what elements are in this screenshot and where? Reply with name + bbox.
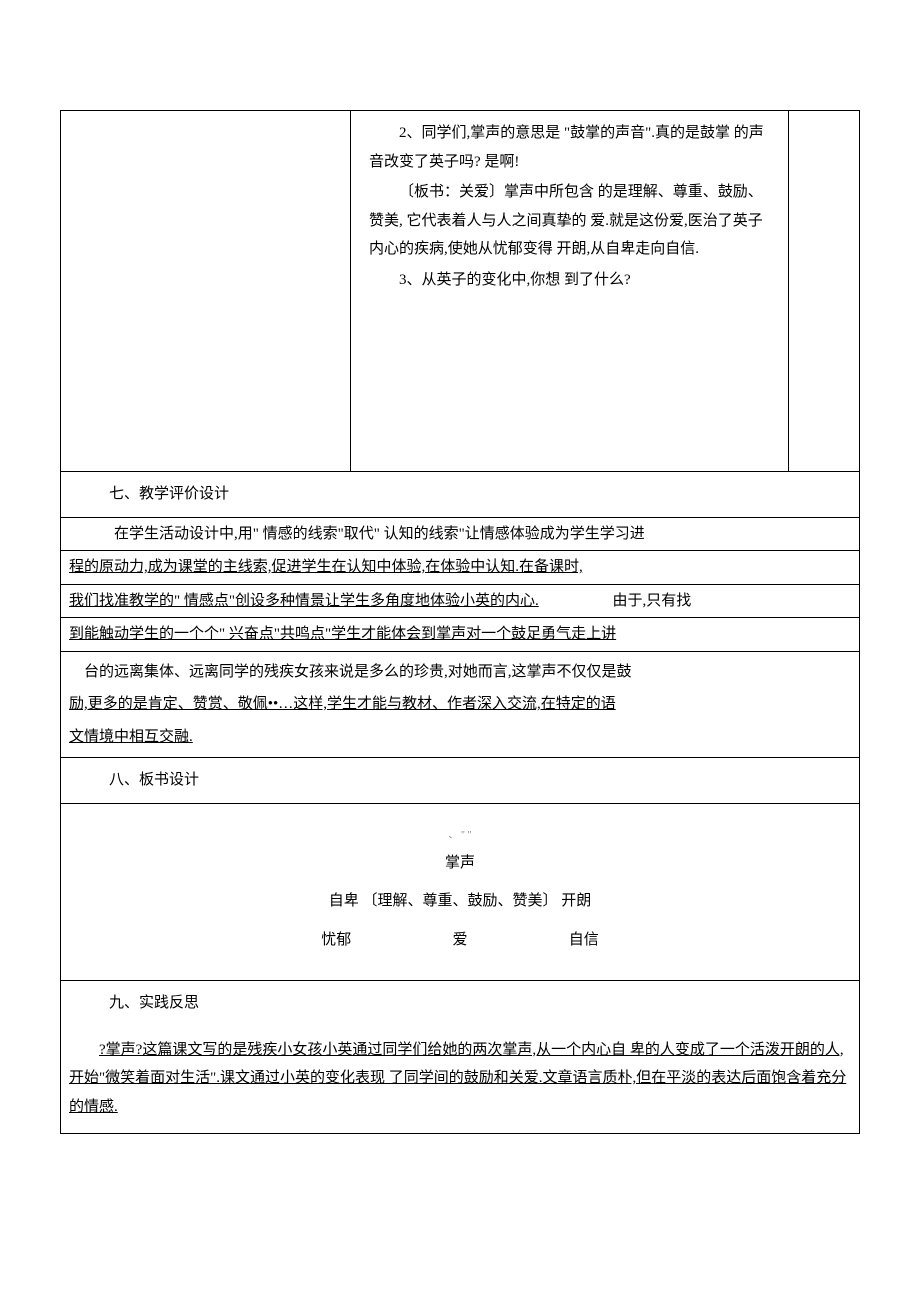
section-9-body-text: ?掌声?这篇课文写的是残疾小女孩小英通过同学们给她的两次掌声,从一个内心自 卑的… [69,1042,846,1115]
top-para-1: 2、同学们,掌声的意思是 "鼓掌的声音".真的是鼓掌 的声音改变了英子吗? 是啊… [369,119,770,176]
section-9-title: 九、实践反思 [109,995,199,1011]
top-para-2: 〔板书：关爱〕掌声中所包含 的是理解、尊重、鼓励、赞美, 它代表着人与人之间真挚… [369,178,770,264]
section-7-title-row: 七、教学评价设计 [61,472,859,518]
sec7-line-6-text: 励,更多的是肯定、赞赏、敬佩••…这样,学生才能与教材、作者深入交流,在特定的语 [69,696,616,712]
sec7-line-3a: 我们找准教学的" 情感点"创设多种情景让学生多角度地体验小英的内心. [69,593,539,609]
sec7-line-2-text: 程的原动力,成为课堂的主线索,促进学生在认知中体验,在体验中认知.在备课时, [69,559,583,575]
top-left-cell [61,111,351,471]
sec7-line-3b: 由于,只有找 [613,587,692,616]
board-design: 、 " " 掌声 自卑 〔理解、尊重、鼓励、赞美〕 开朗 忧郁 爱 自信 [61,804,859,982]
board-title: 掌声 [81,849,839,878]
section-7-title: 七、教学评价设计 [109,486,229,502]
sec7-line-1a: 在学生活动设计中,用" 情感的线索"取代" 认知的线索"让情感体验成为学生学习进 [69,520,645,549]
sec7-line-2: 程的原动力,成为课堂的主线索,促进学生在认知中体验,在体验中认知.在备课时, [61,551,859,585]
sec7-line-1: 在学生活动设计中,用" 情感的线索"取代" 认知的线索"让情感体验成为学生学习进 [61,518,859,552]
board-3c: 自信 [524,926,644,955]
top-right-cell [789,111,859,471]
sec7-line-4-text: 到能触动学生的一个个" 兴奋点"共鸣点"学生才能体会到掌声对一个鼓足勇气走上讲 [69,626,616,642]
section-9-title-row: 九、实践反思 [61,981,859,1026]
section-8-title-row: 八、板书设计 [61,758,859,804]
document-table: 2、同学们,掌声的意思是 "鼓掌的声音".真的是鼓掌 的声音改变了英子吗? 是啊… [60,110,860,1134]
board-line-3: 忧郁 爱 自信 [81,926,839,955]
top-row: 2、同学们,掌声的意思是 "鼓掌的声音".真的是鼓掌 的声音改变了英子吗? 是啊… [61,111,859,472]
top-para-3: 3、从英子的变化中,你想 到了什么? [369,266,770,295]
sec7-line-5-text: 台的远离集体、远离同学的残疾女孩来说是多么的珍贵,对她而言,这掌声不仅仅是鼓 [69,658,632,687]
sec7-line-6: 励,更多的是肯定、赞赏、敬佩••…这样,学生才能与教材、作者深入交流,在特定的语 [61,688,859,721]
board-3a: 忧郁 [276,926,396,955]
sec7-line-5: 台的远离集体、远离同学的残疾女孩来说是多么的珍贵,对她而言,这掌声不仅仅是鼓 [61,652,859,689]
sec7-line-7-text: 文情境中相互交融. [69,729,193,745]
section-8-title: 八、板书设计 [109,772,199,788]
board-3b: 爱 [400,926,520,955]
board-small: 、 " " [81,826,839,845]
section-9-body: ?掌声?这篇课文写的是残疾小女孩小英通过同学们给她的两次掌声,从一个内心自 卑的… [69,1036,851,1122]
board-line-2: 自卑 〔理解、尊重、鼓励、赞美〕 开朗 [81,887,839,916]
top-mid-cell: 2、同学们,掌声的意思是 "鼓掌的声音".真的是鼓掌 的声音改变了英子吗? 是啊… [351,111,789,471]
sec7-line-3: 我们找准教学的" 情感点"创设多种情景让学生多角度地体验小英的内心. 由于,只有… [61,585,859,619]
sec7-line-7: 文情境中相互交融. [61,721,859,759]
sec7-line-4: 到能触动学生的一个个" 兴奋点"共鸣点"学生才能体会到掌声对一个鼓足勇气走上讲 [61,618,859,652]
section-9-body-row: ?掌声?这篇课文写的是残疾小女孩小英通过同学们给她的两次掌声,从一个内心自 卑的… [61,1026,859,1134]
